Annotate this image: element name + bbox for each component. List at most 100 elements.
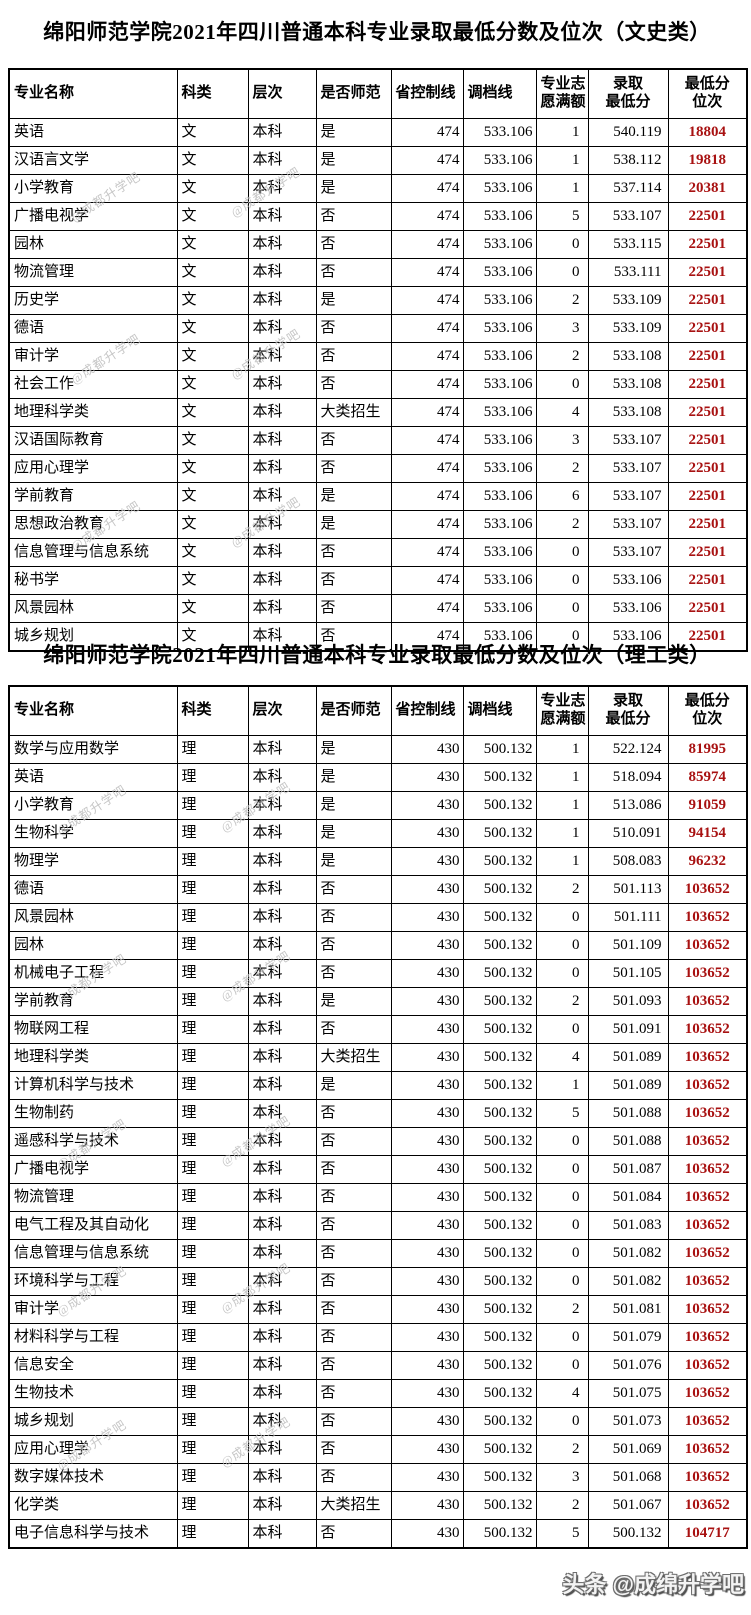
cell-teacher-track: 否 (315, 1267, 392, 1296)
cell-min-admit-score: 501.073 (587, 1407, 669, 1436)
cell-major-quota-filled: 1 (535, 118, 589, 147)
cell-teacher-track: 否 (315, 1463, 392, 1492)
cell-teacher-track: 是 (315, 286, 392, 315)
column-header-major-quota-filled: 专业志 愿满额 (535, 68, 589, 119)
cell-file-line: 533.106 (462, 286, 537, 315)
cell-teacher-track: 否 (315, 202, 392, 231)
cell-teacher-track: 否 (315, 1211, 392, 1240)
cell-province-control-line: 474 (390, 398, 464, 427)
table-row: 信息管理与信息系统文本科否 474 533.106 0 533.107 22501 (8, 538, 748, 567)
cell-province-control-line: 430 (390, 1155, 464, 1184)
cell-min-rank: 20381 (667, 174, 748, 203)
cell-major-quota-filled: 2 (535, 342, 589, 371)
cell-major: 审计学 (8, 342, 178, 371)
cell-major: 电子信息科学与技术 (8, 1519, 178, 1549)
cell-province-control-line: 474 (390, 258, 464, 287)
table-row: 广播电视学文本科否 474 533.106 5 533.107 22501 (8, 202, 748, 231)
table-row: 园林文本科否 474 533.106 0 533.115 22501 (8, 230, 748, 259)
table-row: 数字媒体技术理本科否 430 500.132 3 501.068 103652 (8, 1463, 748, 1492)
cell-level: 本科 (247, 1155, 317, 1184)
cell-min-admit-score: 501.068 (587, 1463, 669, 1492)
cell-level: 本科 (247, 342, 317, 371)
table-row: 汉语言文学文本科是 474 533.106 1 538.112 19818 (8, 146, 748, 175)
table-header-ligong: 专业名称 科类 层次 是否师范 省控制线 调档线 专业志 愿满额 录取 最低分 最低分 位次 (8, 685, 748, 736)
cell-file-line: 500.132 (462, 1491, 537, 1520)
cell-major: 物联网工程 (8, 1015, 178, 1044)
cell-major: 思想政治教育 (8, 510, 178, 539)
cell-min-rank: 22501 (667, 566, 748, 595)
cell-major-quota-filled: 0 (535, 1127, 589, 1156)
cell-major-quota-filled: 4 (535, 398, 589, 427)
cell-min-rank: 103652 (667, 1155, 748, 1184)
cell-teacher-track: 否 (315, 931, 392, 960)
table-row: 信息安全理本科否 430 500.132 0 501.076 103652 (8, 1351, 748, 1380)
cell-province-control-line: 430 (390, 1127, 464, 1156)
header-row: 专业名称 科类 层次 是否师范 省控制线 调档线 专业志 愿满额 录取 最低分 最低分 位次 (8, 68, 748, 119)
table-row: 生物科学理本科是 430 500.132 1 510.091 94154 (8, 819, 748, 848)
cell-min-admit-score: 533.108 (587, 370, 669, 399)
cell-province-control-line: 474 (390, 286, 464, 315)
cell-province-control-line: 430 (390, 987, 464, 1016)
cell-min-admit-score: 533.109 (587, 286, 669, 315)
cell-min-admit-score: 501.089 (587, 1043, 669, 1072)
cell-major-quota-filled: 1 (535, 1071, 589, 1100)
cell-teacher-track: 是 (315, 1071, 392, 1100)
cell-min-rank: 103652 (667, 1351, 748, 1380)
cell-province-control-line: 430 (390, 875, 464, 904)
cell-file-line: 533.106 (462, 566, 537, 595)
cell-teacher-track: 大类招生 (315, 1043, 392, 1072)
cell-file-line: 533.106 (462, 314, 537, 343)
cell-major: 电气工程及其自动化 (8, 1211, 178, 1240)
cell-category: 文 (176, 202, 249, 231)
cell-min-rank: 19818 (667, 146, 748, 175)
cell-province-control-line: 430 (390, 1379, 464, 1408)
cell-min-rank: 103652 (667, 1295, 748, 1324)
cell-min-admit-score: 501.084 (587, 1183, 669, 1212)
table-row: 小学教育文本科是 474 533.106 1 537.114 20381 (8, 174, 748, 203)
cell-province-control-line: 474 (390, 174, 464, 203)
cell-major: 英语 (8, 118, 178, 147)
cell-category: 文 (176, 594, 249, 623)
table-row: 德语文本科否 474 533.106 3 533.109 22501 (8, 314, 748, 343)
cell-category: 理 (176, 1351, 249, 1380)
cell-province-control-line: 474 (390, 426, 464, 455)
cell-teacher-track: 否 (315, 594, 392, 623)
cell-province-control-line: 430 (390, 1015, 464, 1044)
table-row: 材料科学与工程理本科否 430 500.132 0 501.079 103652 (8, 1323, 748, 1352)
cell-file-line: 533.106 (462, 118, 537, 147)
cell-file-line: 500.132 (462, 875, 537, 904)
cell-min-admit-score: 508.083 (587, 847, 669, 876)
cell-major: 园林 (8, 230, 178, 259)
cell-major: 环境科学与工程 (8, 1267, 178, 1296)
cell-category: 理 (176, 1295, 249, 1324)
cell-file-line: 533.106 (462, 258, 537, 287)
header-row: 专业名称 科类 层次 是否师范 省控制线 调档线 专业志 愿满额 录取 最低分 最低分 位次 (8, 685, 748, 736)
cell-major-quota-filled: 0 (535, 1323, 589, 1352)
cell-teacher-track: 否 (315, 1323, 392, 1352)
cell-teacher-track: 否 (315, 370, 392, 399)
table-row: 信息管理与信息系统理本科否 430 500.132 0 501.082 103652 (8, 1239, 748, 1268)
cell-province-control-line: 430 (390, 1351, 464, 1380)
cell-file-line: 500.132 (462, 1155, 537, 1184)
cell-level: 本科 (247, 258, 317, 287)
cell-min-admit-score: 510.091 (587, 819, 669, 848)
cell-major: 德语 (8, 314, 178, 343)
cell-min-rank: 22501 (667, 230, 748, 259)
cell-level: 本科 (247, 1127, 317, 1156)
cell-file-line: 533.106 (462, 342, 537, 371)
cell-file-line: 533.106 (462, 538, 537, 567)
table-row: 地理科学类文本科 大类招生 474 533.106 4 533.108 22501 (8, 398, 748, 427)
cell-major: 生物制药 (8, 1099, 178, 1128)
table-row: 英语文本科是 474 533.106 1 540.119 18804 (8, 118, 748, 147)
cell-major-quota-filled: 6 (535, 482, 589, 511)
cell-major-quota-filled: 3 (535, 314, 589, 343)
cell-file-line: 533.106 (462, 510, 537, 539)
cell-min-rank: 103652 (667, 1239, 748, 1268)
cell-major: 城乡规划 (8, 622, 178, 652)
cell-major: 化学类 (8, 1491, 178, 1520)
cell-major: 物流管理 (8, 1183, 178, 1212)
cell-min-rank: 103652 (667, 959, 748, 988)
cell-min-rank: 22501 (667, 258, 748, 287)
cell-major-quota-filled: 0 (535, 566, 589, 595)
